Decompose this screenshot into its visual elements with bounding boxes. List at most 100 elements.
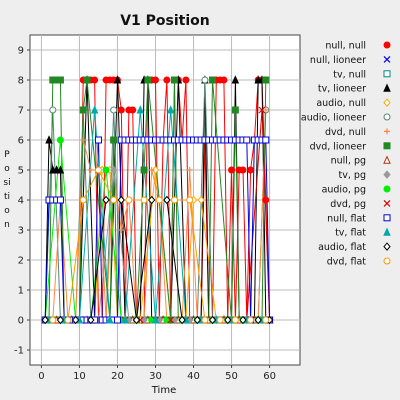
series-8-point bbox=[110, 136, 118, 144]
series-4-point bbox=[159, 315, 167, 324]
series-6-point bbox=[110, 106, 118, 114]
series-4-point bbox=[121, 315, 129, 324]
series-1-point bbox=[250, 136, 258, 144]
series-4-point bbox=[49, 165, 57, 174]
series-3-point bbox=[136, 316, 144, 324]
series-16-point bbox=[110, 196, 118, 204]
x-tick-label: 30 bbox=[149, 371, 162, 382]
series-9-point bbox=[83, 315, 91, 324]
series-13-point bbox=[87, 316, 95, 324]
x-tick-label: 50 bbox=[225, 371, 238, 382]
series-7-point bbox=[80, 137, 87, 143]
series-11-point bbox=[254, 316, 262, 324]
series-8-point bbox=[167, 316, 175, 324]
legend-marker bbox=[383, 98, 391, 107]
series-11-point bbox=[224, 316, 232, 324]
series-5-point bbox=[136, 315, 144, 325]
series-15-point bbox=[193, 315, 201, 325]
series-4-point bbox=[261, 315, 270, 324]
series-10-point bbox=[125, 315, 133, 325]
series-7-point bbox=[95, 167, 102, 173]
series-2-point bbox=[79, 316, 87, 324]
series-6-point bbox=[102, 316, 110, 324]
series-3-point bbox=[45, 316, 53, 324]
series-1-point bbox=[148, 76, 156, 84]
y-tick-label: 9 bbox=[18, 46, 24, 57]
series-13-point bbox=[56, 196, 64, 204]
series-4-point bbox=[242, 315, 251, 324]
series-5-point bbox=[212, 315, 220, 325]
series-13-point bbox=[159, 136, 167, 144]
series-5-point bbox=[60, 315, 68, 325]
y-tick-label: -1 bbox=[14, 346, 24, 357]
series-4-point bbox=[136, 315, 145, 324]
series-4-point bbox=[250, 315, 259, 324]
series-1-point bbox=[247, 166, 255, 174]
series-7-point bbox=[87, 167, 94, 173]
series-4-point bbox=[258, 75, 266, 84]
series-6-point bbox=[209, 316, 217, 324]
series-2-point bbox=[239, 316, 247, 324]
series-7-point bbox=[171, 317, 178, 323]
series-3-point bbox=[68, 316, 76, 324]
series-2-point bbox=[262, 316, 270, 324]
series-3-point bbox=[98, 316, 106, 324]
series-line-12 bbox=[49, 109, 271, 321]
series-7-point bbox=[179, 317, 186, 323]
series-14-point bbox=[227, 315, 236, 324]
series-1-point bbox=[49, 316, 57, 324]
series-9-point bbox=[220, 315, 228, 324]
series-1-point bbox=[220, 76, 228, 84]
series-7-point bbox=[247, 317, 254, 323]
series-2-point bbox=[171, 316, 178, 324]
legend-label: dvd, lioneer bbox=[310, 141, 367, 152]
series-3-point bbox=[167, 316, 175, 324]
series-3-point bbox=[250, 316, 258, 324]
series-3-point bbox=[121, 316, 129, 324]
series-5-point bbox=[182, 315, 190, 325]
series-10-point bbox=[170, 315, 179, 325]
y-tick-label: 5 bbox=[18, 166, 24, 177]
series-6-point bbox=[216, 316, 224, 324]
series-14-point bbox=[212, 315, 221, 324]
series-13-point bbox=[239, 136, 247, 144]
series-13-point bbox=[83, 316, 91, 324]
series-4-point bbox=[265, 315, 274, 324]
series-7-point bbox=[186, 167, 193, 173]
series-12-point bbox=[197, 316, 205, 324]
series-3-point bbox=[182, 316, 190, 324]
series-6-point bbox=[262, 106, 270, 114]
series-13-point bbox=[254, 136, 262, 144]
series-14-point bbox=[136, 105, 145, 114]
series-15-point bbox=[102, 195, 110, 205]
series-line-14 bbox=[49, 109, 262, 321]
series-4-point bbox=[201, 75, 209, 84]
series-8-point bbox=[79, 106, 87, 114]
y-axis-label: Position bbox=[3, 150, 11, 230]
legend-label: tv, flat bbox=[335, 228, 366, 239]
series-8-point bbox=[174, 316, 182, 324]
series-1-point bbox=[182, 76, 190, 84]
series-6-point bbox=[64, 316, 72, 324]
series-15-point bbox=[178, 315, 186, 325]
series-2-point bbox=[155, 316, 163, 324]
legend-marker bbox=[383, 142, 391, 150]
series-3-point bbox=[60, 316, 68, 324]
series-14-point bbox=[197, 315, 205, 324]
series-4-point bbox=[45, 135, 53, 144]
series-7-point bbox=[239, 317, 246, 323]
series-13-point bbox=[174, 136, 182, 144]
series-13-point bbox=[75, 316, 83, 324]
legend-marker bbox=[383, 242, 391, 251]
series-1-point bbox=[209, 316, 217, 324]
series-9-point bbox=[189, 315, 198, 324]
series-7-point bbox=[133, 317, 140, 323]
series-13-point bbox=[129, 136, 137, 144]
series-7-point bbox=[125, 197, 132, 203]
series-8-point bbox=[235, 316, 243, 324]
series-6-point bbox=[155, 316, 163, 324]
series-1-point bbox=[41, 316, 49, 324]
series-12-point bbox=[121, 316, 129, 324]
series-2-point bbox=[49, 316, 57, 324]
